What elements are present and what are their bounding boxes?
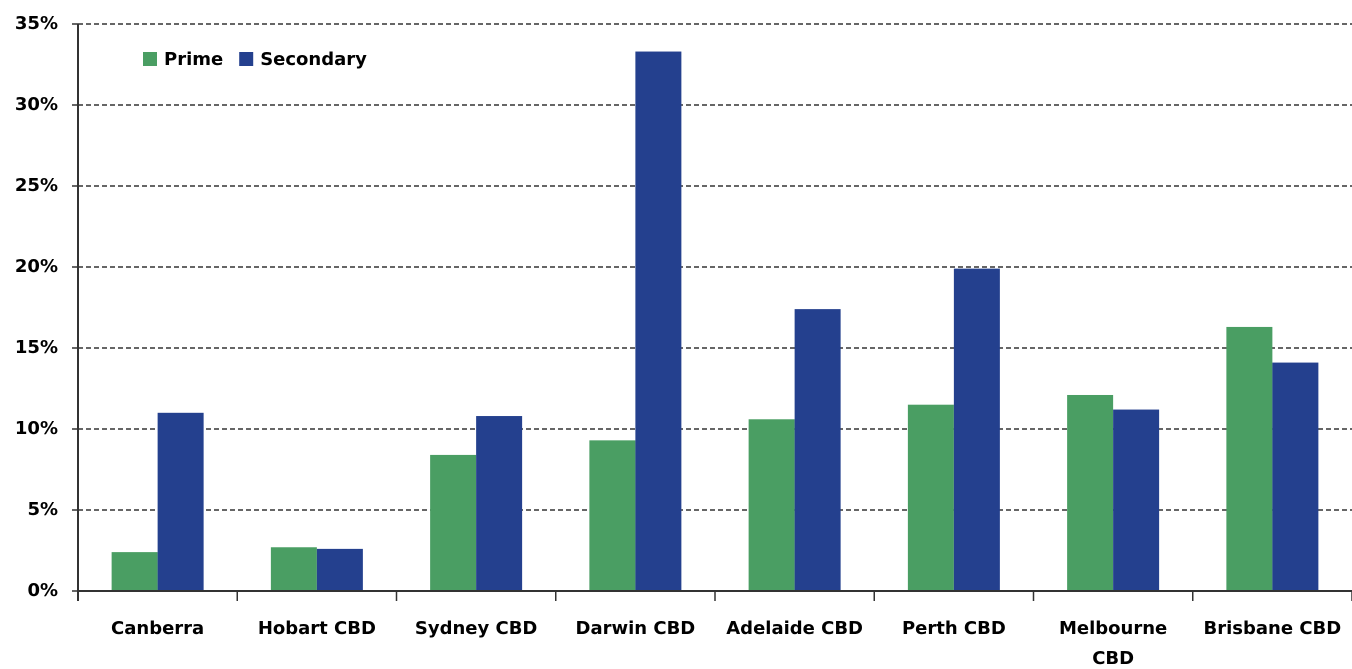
bar <box>157 412 204 591</box>
x-tick-label: Darwin CBD <box>575 618 696 639</box>
x-tick-label: Hobart CBD <box>257 618 376 639</box>
legend-swatch <box>143 52 157 66</box>
x-tick-label: Perth CBD <box>901 618 1006 639</box>
y-tick-label: 30% <box>15 94 58 115</box>
legend-label: Prime <box>164 49 223 70</box>
bar <box>270 547 317 591</box>
y-tick-label: 35% <box>15 13 58 34</box>
bar <box>316 548 363 591</box>
y-tick-label: 25% <box>15 175 58 196</box>
bar <box>430 454 477 591</box>
x-tick-label: Canberra <box>111 618 205 639</box>
bar <box>953 268 1000 591</box>
bar <box>635 51 682 592</box>
bar <box>1226 326 1273 591</box>
bar <box>1272 362 1319 591</box>
y-tick-label: 5% <box>27 499 58 520</box>
bar <box>748 419 795 591</box>
bar <box>1067 394 1114 591</box>
y-tick-label: 10% <box>15 418 58 439</box>
x-tick-label: Brisbane CBD <box>1203 618 1342 639</box>
y-tick-label: 20% <box>15 256 58 277</box>
bar <box>111 552 158 591</box>
legend-swatch <box>239 52 254 66</box>
y-tick-label: 15% <box>15 337 58 358</box>
bar <box>907 404 954 591</box>
x-tick-label: Adelaide CBD <box>726 618 863 639</box>
x-tick-label: Melbourne CBD <box>1058 618 1168 669</box>
bar <box>794 309 841 591</box>
legend-label: Secondary <box>260 49 367 70</box>
bar <box>589 440 636 591</box>
y-tick-label: 0% <box>27 580 58 601</box>
x-tick-label: Sydney CBD <box>414 618 538 639</box>
bar <box>1113 409 1160 591</box>
bar <box>476 416 523 591</box>
